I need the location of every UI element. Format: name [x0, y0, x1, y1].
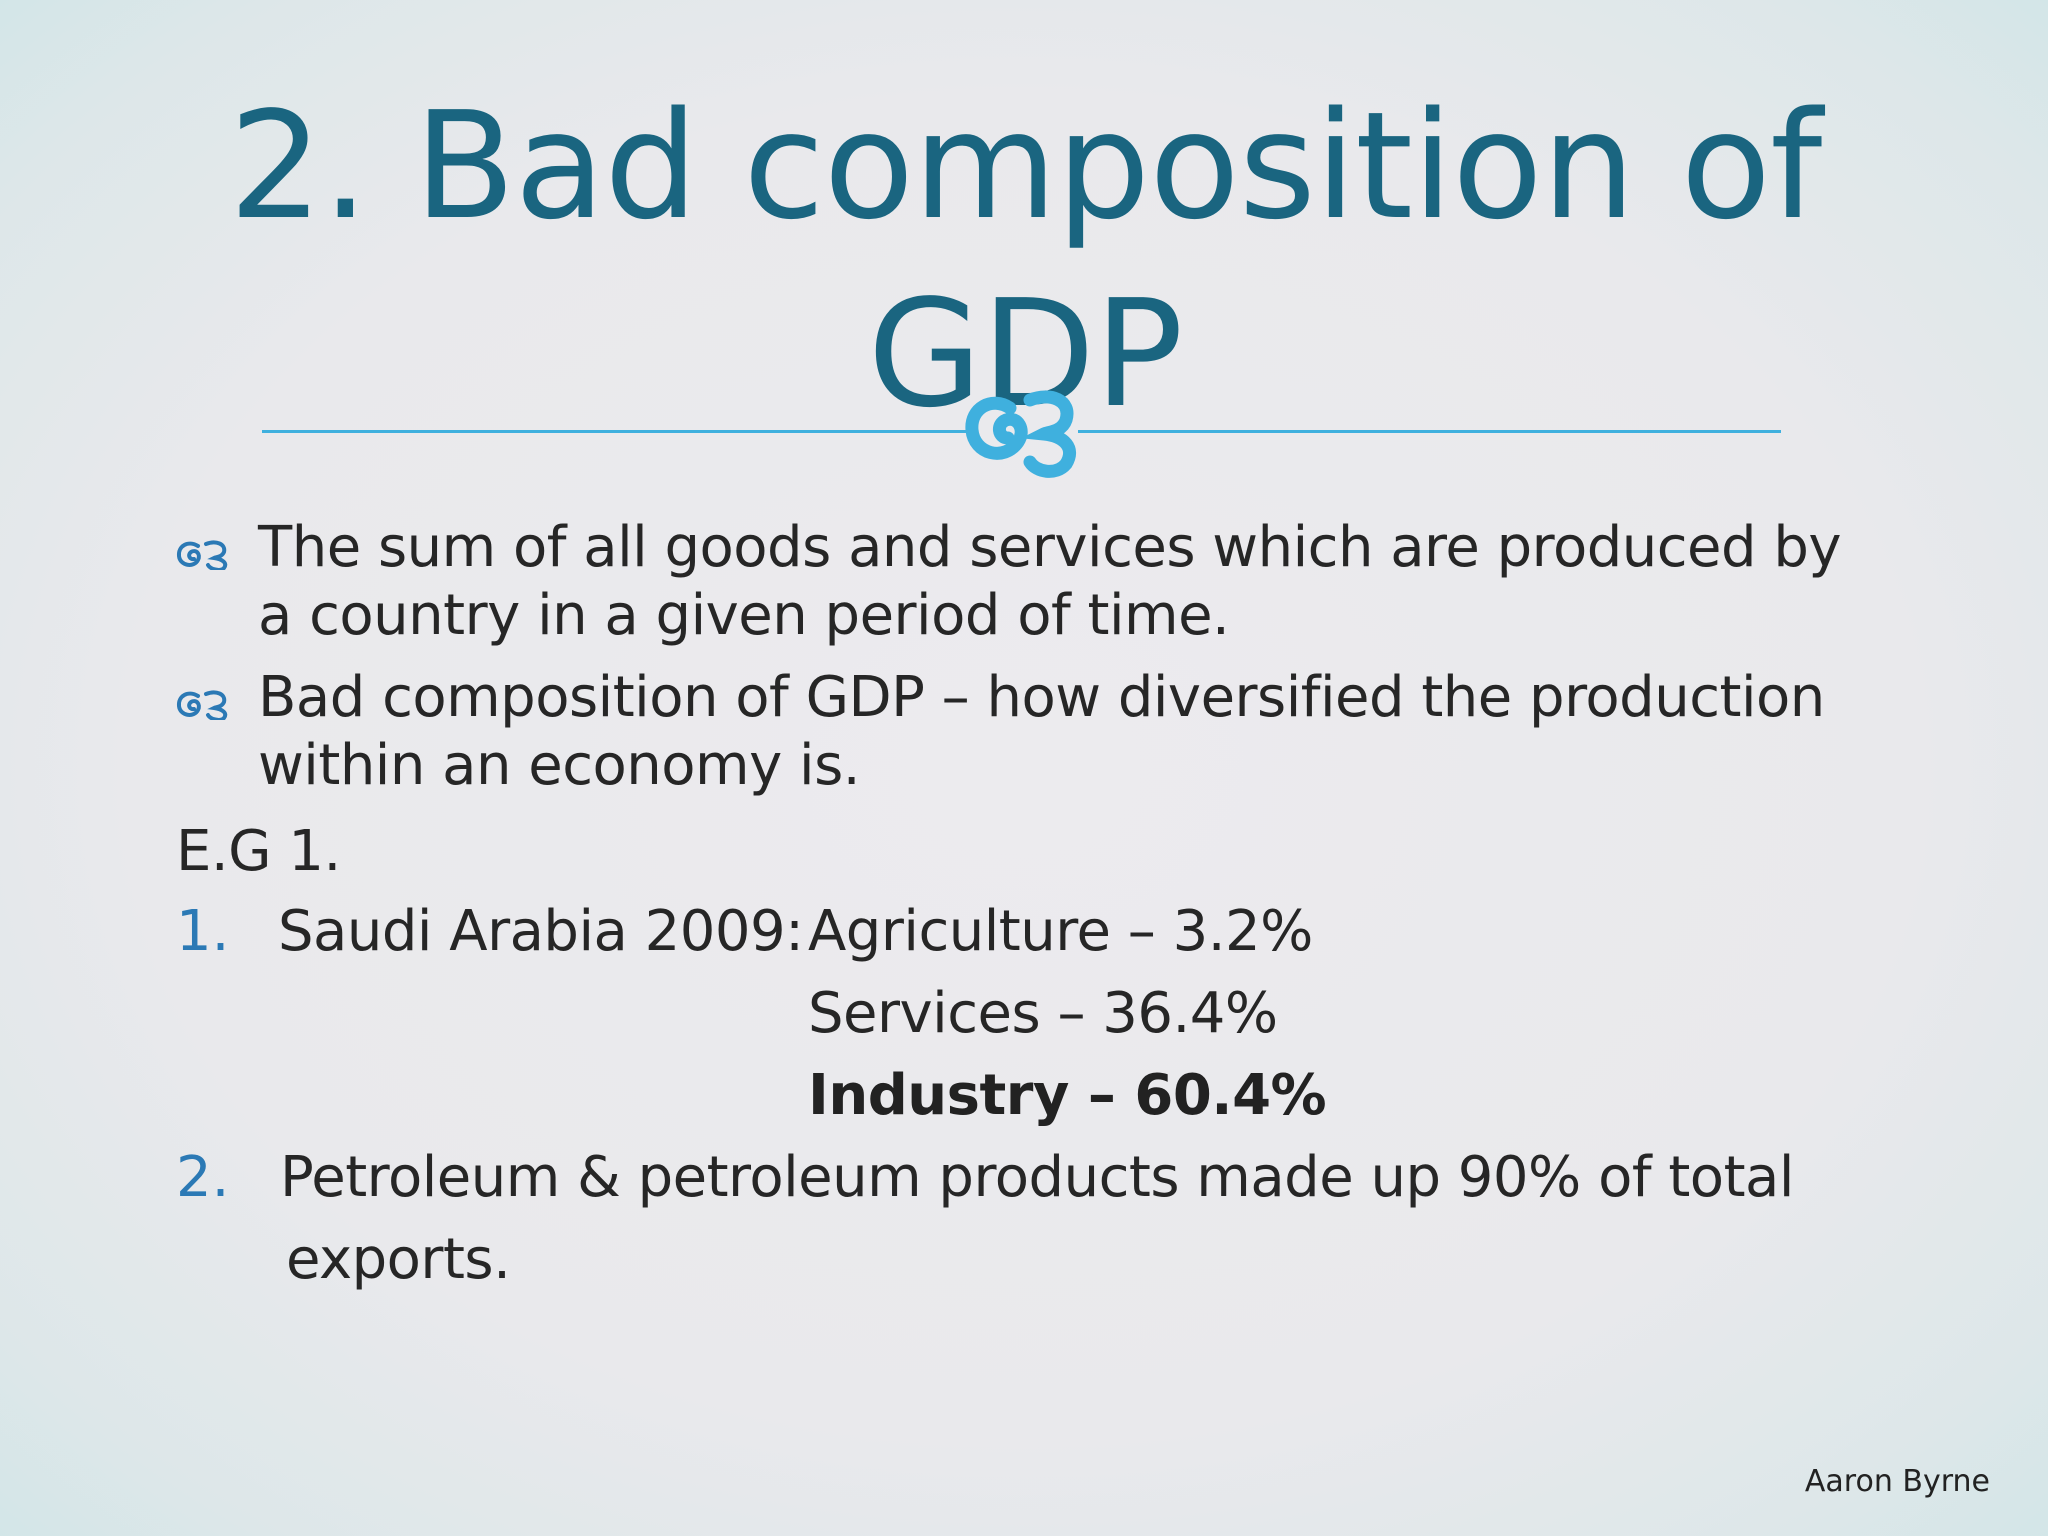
sector-agriculture: Agriculture – 3.2% — [808, 899, 1313, 964]
list-number: 2. — [176, 1145, 230, 1210]
swirl-bullet-icon — [176, 690, 228, 720]
list-text-line-1: Petroleum & petroleum products made up 9… — [280, 1145, 1794, 1210]
example-label: E.G 1. — [176, 819, 341, 884]
title-divider-left — [262, 430, 972, 433]
sector-industry: Industry – 60.4% — [808, 1063, 1327, 1128]
title-line-1: 2. Bad composition of — [228, 80, 1822, 252]
title-line-2: GDP — [867, 268, 1184, 440]
bullet-text: Bad composition of GDP – how diversified… — [258, 665, 1825, 798]
swirl-bullet-icon — [176, 540, 228, 570]
list-lead: Saudi Arabia 2009: — [278, 899, 804, 964]
bullet-text: The sum of all goods and services which … — [258, 515, 1842, 648]
list-text-line-2: exports. — [286, 1227, 511, 1292]
swirl-ornament-icon — [965, 390, 1077, 478]
sector-services: Services – 36.4% — [808, 981, 1278, 1046]
slide-title: 2. Bad composition of GDP — [150, 72, 1900, 448]
list-number: 1. — [176, 899, 230, 964]
title-divider-right — [1078, 430, 1781, 433]
author-name: Aaron Byrne — [1804, 1464, 1990, 1499]
